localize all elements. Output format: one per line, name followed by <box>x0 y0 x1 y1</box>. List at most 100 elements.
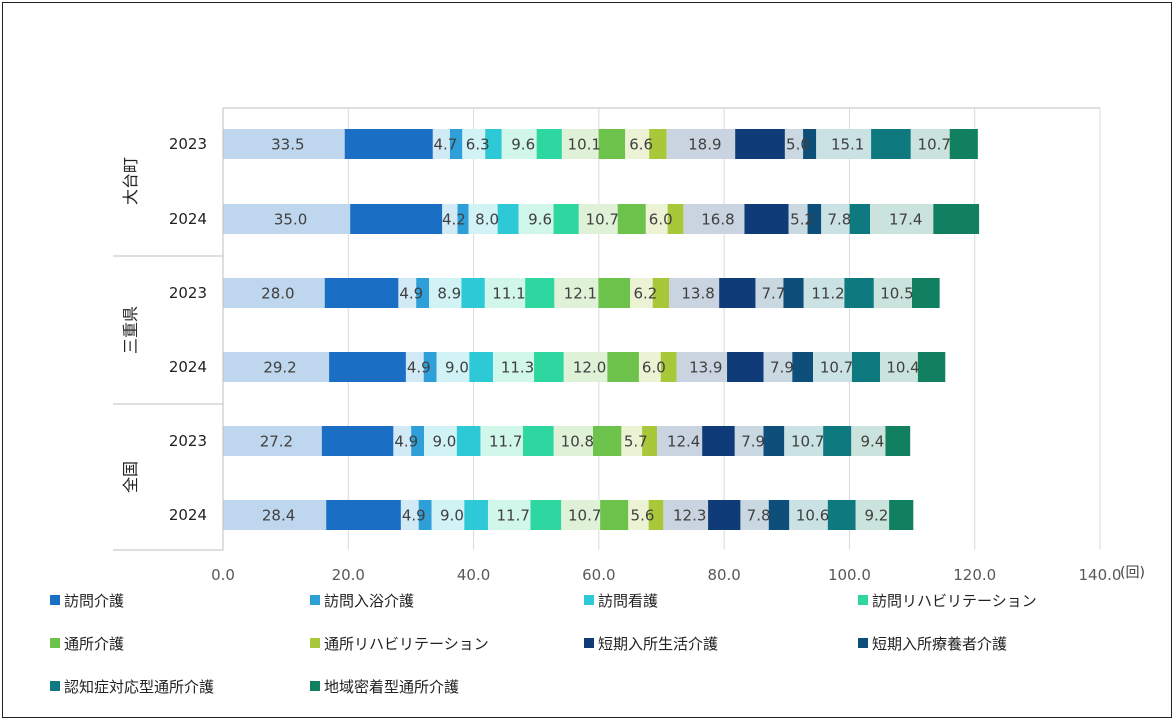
data-label: 11.7 <box>497 507 530 525</box>
bar-segment <box>763 426 785 456</box>
data-label: 10.8 <box>561 433 594 451</box>
x-tick-label: 120.0 <box>953 566 996 584</box>
bar-segment-light <box>424 426 457 456</box>
data-label: 7.8 <box>827 211 851 229</box>
data-label: 8.9 <box>437 285 461 303</box>
legend-label: 通所リハビリテーション <box>324 635 489 653</box>
data-label: 28.0 <box>261 285 294 303</box>
data-label: 5.2 <box>790 211 814 229</box>
bar-segment <box>321 426 394 456</box>
bar-segment <box>735 129 785 159</box>
data-label: 5.7 <box>624 433 648 451</box>
bar-segment-light <box>788 204 808 234</box>
bar-segment <box>933 204 980 234</box>
bar-segment <box>617 204 646 234</box>
bar-segment <box>525 278 555 308</box>
data-label: 15.1 <box>831 136 864 154</box>
bar-segment <box>649 129 667 159</box>
data-label: 6.0 <box>642 359 666 377</box>
bar-segment <box>708 500 741 530</box>
legend-label: 地域密着型通所介護 <box>324 678 459 696</box>
data-label: 8.0 <box>475 211 499 229</box>
legend-swatch <box>50 595 60 605</box>
data-label: 10.6 <box>796 507 829 525</box>
bar-segment-light <box>405 352 424 382</box>
bar-segment-light <box>492 352 535 382</box>
legend-swatch <box>584 595 594 605</box>
data-label: 18.9 <box>688 136 721 154</box>
bar-segment <box>411 426 425 456</box>
bar-segment-light <box>578 204 618 234</box>
bar-segment-light <box>563 352 608 382</box>
bar-segment-light <box>789 500 828 530</box>
bar-segment <box>660 352 677 382</box>
bar-segment <box>530 500 562 530</box>
bar-segment-light <box>442 204 458 234</box>
bar-segment <box>469 352 493 382</box>
x-tick-label: 100.0 <box>828 566 871 584</box>
row-label: 2023 <box>169 284 207 302</box>
data-label: 9.0 <box>445 359 469 377</box>
legend-label: 訪問入浴介護 <box>324 592 414 610</box>
data-label: 11.1 <box>492 285 525 303</box>
bars-layer: 33.5 4.7 6.3 9.6 10.1 6.6 18.9 5.0 15.1 10.7 35.0 4… <box>223 129 980 530</box>
legend-swatch <box>858 595 868 605</box>
data-label: 12.3 <box>673 507 706 525</box>
bar-segment <box>600 500 629 530</box>
bar-segment <box>457 204 469 234</box>
data-label: 4.2 <box>442 211 466 229</box>
bar-segment <box>497 204 519 234</box>
bar-segment-light <box>223 204 351 234</box>
bar-segment <box>534 352 564 382</box>
x-tick-label: 20.0 <box>332 566 365 584</box>
bar-segment-light <box>484 278 526 308</box>
bar-segment <box>418 500 432 530</box>
bar-segment-light <box>666 129 736 159</box>
bar-segment-light <box>803 278 845 308</box>
data-label: 10.7 <box>791 433 824 451</box>
bar-segment-light <box>487 500 531 530</box>
bar-segment <box>744 204 789 234</box>
bar-segment <box>326 500 401 530</box>
data-label: 10.4 <box>886 359 919 377</box>
bar-segment-light <box>855 500 890 530</box>
bar-segment-light <box>638 352 661 382</box>
bar-segment <box>592 426 622 456</box>
x-tick-label: 80.0 <box>707 566 740 584</box>
legend-swatch <box>310 595 320 605</box>
bar-segment-light <box>683 204 745 234</box>
data-label: 16.8 <box>701 211 734 229</box>
data-label: 4.9 <box>402 507 426 525</box>
legend-label: 短期入所療養者介護 <box>872 635 1007 653</box>
group-label: 全国 <box>121 461 140 493</box>
x-tick-label: 60.0 <box>582 566 615 584</box>
bar-segment <box>851 352 881 382</box>
bar-segment-light <box>553 426 593 456</box>
bar-segment-light <box>223 500 327 530</box>
bar-segment-light <box>398 278 417 308</box>
data-label: 10.7 <box>586 211 619 229</box>
bar-segment <box>553 204 579 234</box>
data-label: 33.5 <box>271 136 304 154</box>
data-label: 7.8 <box>747 507 771 525</box>
bar-segment-light <box>755 278 784 308</box>
data-label: 9.0 <box>433 433 457 451</box>
data-label: 13.9 <box>689 359 722 377</box>
legend-label: 訪問看護 <box>598 592 658 610</box>
bar-segment-light <box>223 352 330 382</box>
data-label: 4.9 <box>399 285 423 303</box>
x-tick-label: 140.0 <box>1079 566 1122 584</box>
row-label: 2024 <box>169 358 207 376</box>
bar-segment-light <box>816 129 872 159</box>
bar-segment <box>783 278 804 308</box>
bar-segment <box>917 352 946 382</box>
x-axis-unit: (回) <box>1120 565 1145 581</box>
data-label: 4.9 <box>407 359 431 377</box>
data-label: 11.2 <box>811 285 844 303</box>
data-label: 6.2 <box>634 285 658 303</box>
group-label: 三重県 <box>121 306 140 354</box>
bar-segment <box>719 278 756 308</box>
bar-segment <box>344 129 433 159</box>
bar-segment <box>607 352 639 382</box>
